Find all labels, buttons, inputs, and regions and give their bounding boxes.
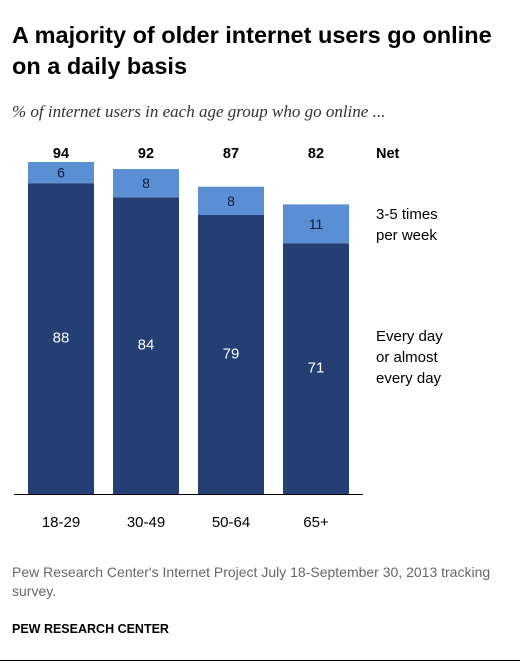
legend-label-weekly: per week xyxy=(376,227,437,244)
x-tick-label: 65+ xyxy=(303,514,329,531)
net-value-label: 92 xyxy=(138,146,154,162)
data-label-daily: 79 xyxy=(223,345,240,362)
bottom-rule xyxy=(0,660,520,661)
legend-label-daily: or almost xyxy=(376,349,439,366)
legend-label-daily: every day xyxy=(376,370,442,387)
bar-segment-weekly xyxy=(283,204,349,244)
bar-segment-daily xyxy=(28,183,94,495)
stacked-bar-chart: 88 6 94 18-29 84 8 92 30-49 79 8 87 50-64 71 11 82 65+ N… xyxy=(14,146,443,531)
bar-segment-weekly xyxy=(198,186,264,215)
bar-segment-daily xyxy=(198,214,264,494)
legend-label-weekly: 3-5 times xyxy=(376,206,438,223)
bar-segment-weekly xyxy=(113,169,179,198)
data-label-weekly: 11 xyxy=(309,216,324,232)
source-note: Pew Research Center's Internet Project J… xyxy=(12,564,491,599)
data-label-weekly: 8 xyxy=(227,193,235,209)
data-label-daily: 88 xyxy=(53,330,70,347)
data-label-weekly: 8 xyxy=(142,175,150,191)
data-label-daily: 84 xyxy=(138,337,155,354)
net-value-label: 82 xyxy=(308,146,324,162)
chart-title: A majority of older internet users go on… xyxy=(12,22,492,79)
net-value-label: 87 xyxy=(223,146,239,162)
legend-label-daily: Every day xyxy=(376,328,443,345)
chart-subtitle: % of internet users in each age group wh… xyxy=(12,102,386,121)
net-value-label: 94 xyxy=(53,146,69,162)
x-tick-label: 18-29 xyxy=(42,514,80,531)
x-tick-label: 50-64 xyxy=(212,514,250,531)
bar-segment-daily xyxy=(113,197,179,494)
net-header: Net xyxy=(376,146,400,162)
credit-line: PEW RESEARCH CENTER xyxy=(12,622,169,636)
bar-segment-daily xyxy=(283,243,349,494)
data-label-daily: 71 xyxy=(308,360,325,377)
x-tick-label: 30-49 xyxy=(127,514,165,531)
bar-segment-weekly xyxy=(28,162,94,184)
data-label-weekly: 6 xyxy=(57,165,65,181)
